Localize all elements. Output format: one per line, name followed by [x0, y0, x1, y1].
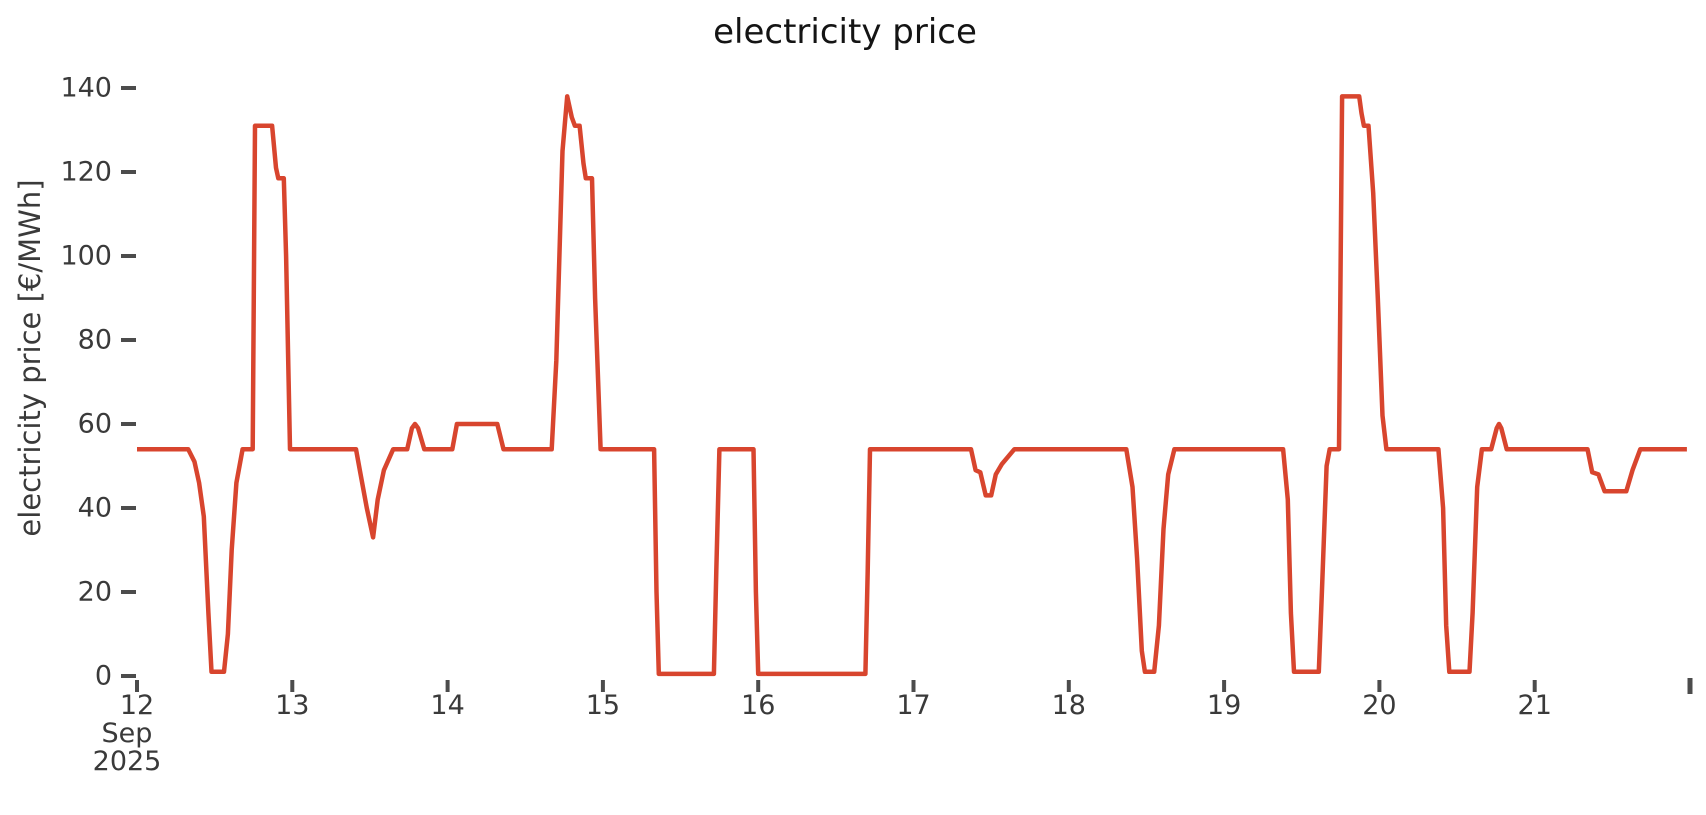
x-tick-label: 18 — [1052, 690, 1086, 721]
y-tick-label: 0 — [95, 661, 112, 692]
y-tick-label: 60 — [78, 409, 112, 440]
y-tick-label: 40 — [78, 493, 112, 524]
x-axis-year-label: 2025 — [93, 746, 162, 777]
y-tick-label: 80 — [78, 325, 112, 356]
y-tick-label: 120 — [60, 157, 112, 188]
x-tick-label: 20 — [1362, 690, 1396, 721]
x-tick-label: 16 — [741, 690, 775, 721]
x-axis-month-label: Sep — [102, 718, 153, 749]
y-tick-label: 100 — [60, 241, 112, 272]
x-tick-label: 13 — [275, 690, 309, 721]
x-tick-label: 21 — [1518, 690, 1552, 721]
x-tick-label: 15 — [586, 690, 620, 721]
price-series-line — [137, 94, 1687, 677]
x-tick-label: 12 — [120, 690, 154, 721]
chart-title: electricity price — [713, 12, 977, 52]
y-tick-label: 140 — [60, 73, 112, 104]
x-tick-label: 17 — [896, 690, 930, 721]
y-tick-label: 20 — [78, 577, 112, 608]
x-tick-label: 14 — [430, 690, 464, 721]
x-tick-label: 19 — [1207, 690, 1241, 721]
